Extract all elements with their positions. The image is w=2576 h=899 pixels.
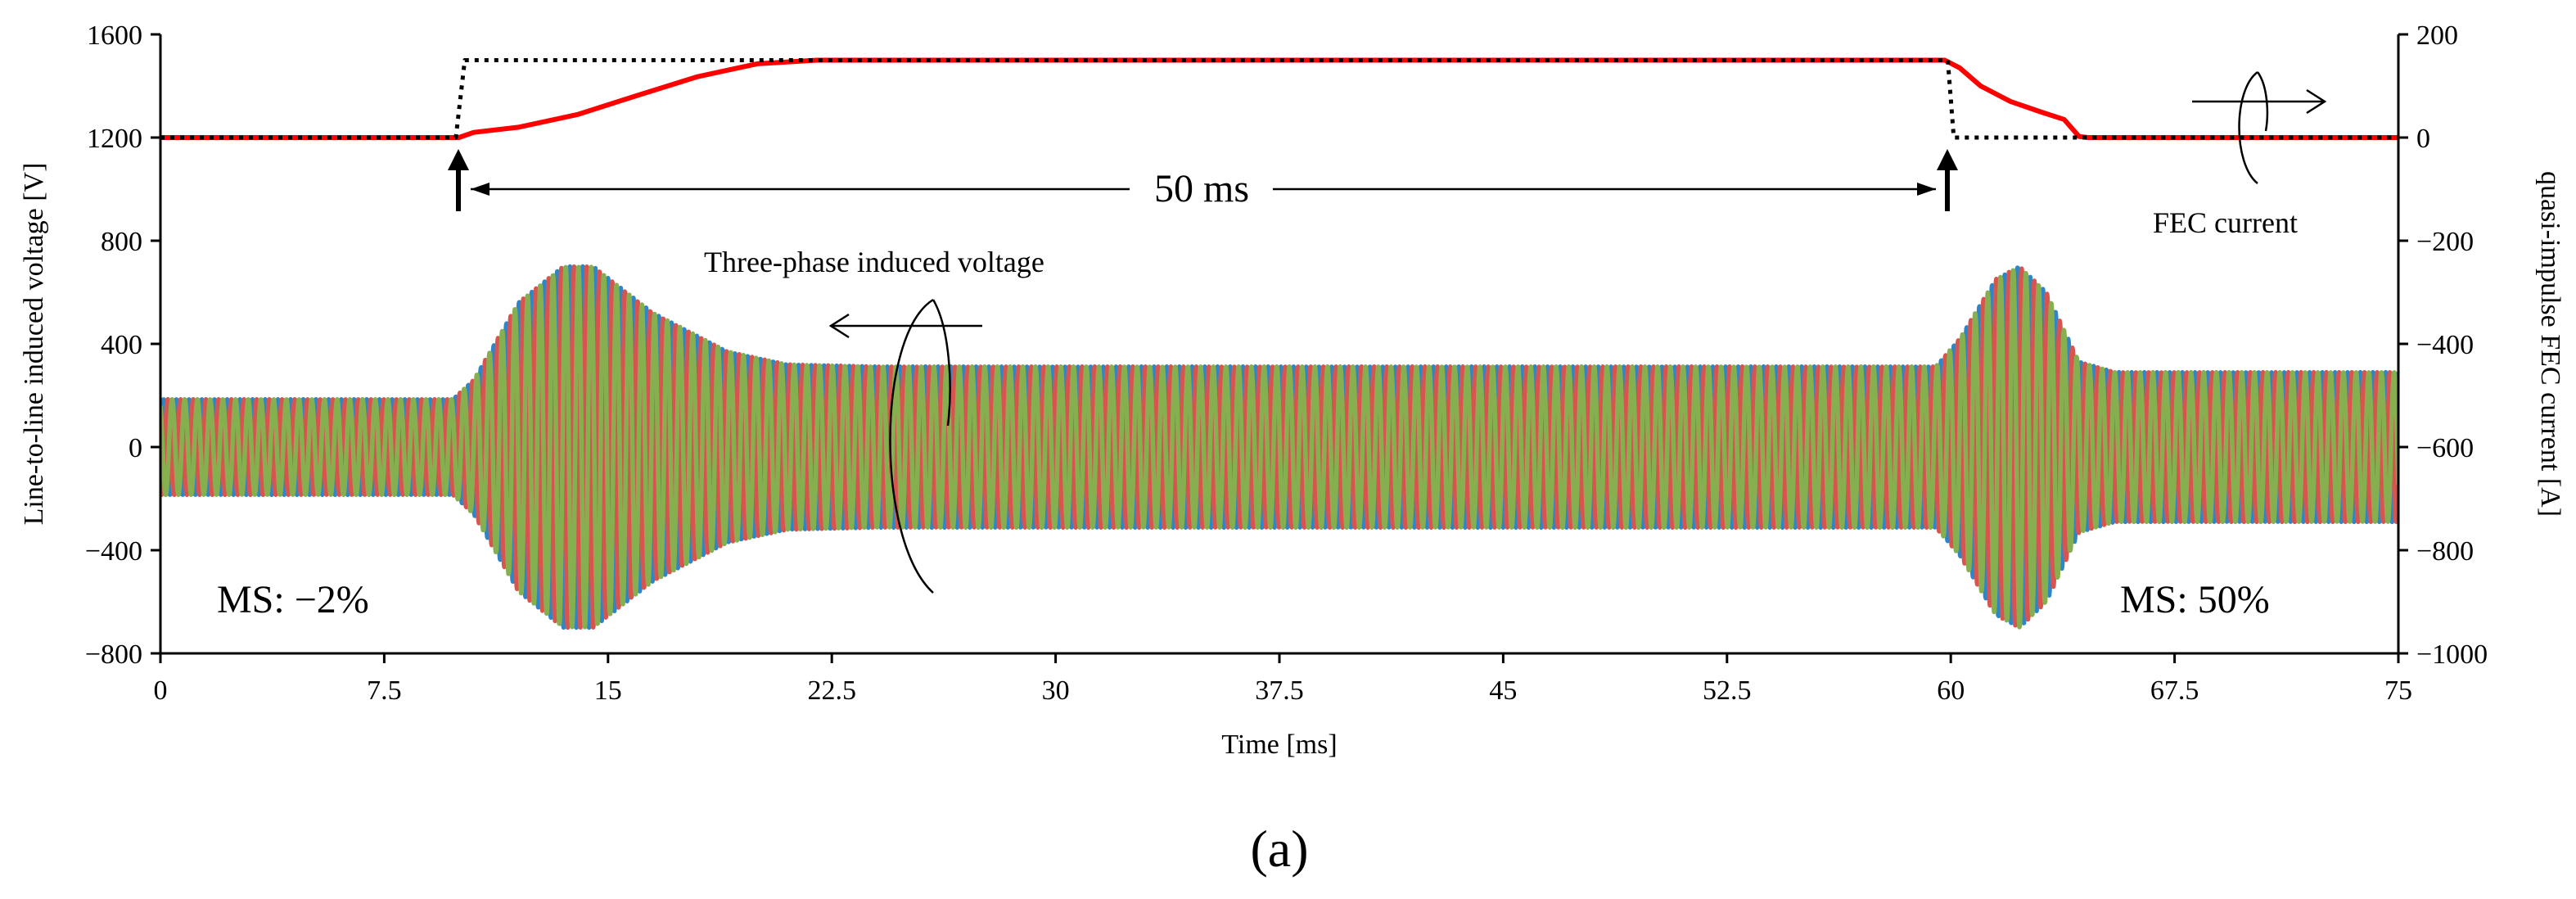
y-right-tick-label: 200 — [2416, 20, 2458, 51]
fec-current-pointer-head — [2306, 88, 2327, 115]
y-right-tick-label: −400 — [2416, 330, 2474, 360]
voltage-pointer-head — [828, 313, 850, 339]
x-tick-label: 75 — [2384, 675, 2412, 706]
duration-arrowhead-left — [471, 183, 489, 196]
y-right-tick-label: −600 — [2416, 433, 2474, 463]
start-arrow-head — [448, 149, 469, 170]
duration-arrowhead-right — [1917, 183, 1936, 196]
annotations: 50 ms FEC current Three-phase induced vo… — [217, 70, 2327, 621]
duration-label: 50 ms — [1154, 167, 1249, 210]
ms-left-label: MS: −2% — [217, 578, 369, 621]
y-left-tick-label: 0 — [129, 433, 142, 463]
fec-current-reference-line — [160, 58, 2398, 140]
voltage-ellipse-back — [932, 299, 951, 427]
x-ticks: 0 7.5 15 22.5 30 37.5 45 52.5 60 67.5 75 — [154, 653, 2412, 706]
y-left-tick-label: 400 — [101, 330, 142, 360]
x-tick-label: 60 — [1937, 675, 1965, 706]
fec-current-ellipse-back — [2256, 71, 2269, 132]
voltage-traces — [160, 264, 2398, 630]
y-right-tick-label: −200 — [2416, 227, 2474, 257]
fec-current-label: FEC current — [2153, 206, 2298, 239]
x-tick-label: 7.5 — [367, 675, 402, 706]
x-tick-label: 0 — [154, 675, 168, 706]
voltage-series-2 — [160, 264, 2398, 630]
x-tick-label: 22.5 — [807, 675, 856, 706]
y-left-tick-label: 1200 — [87, 124, 142, 154]
y-right-ticks: −1000 −800 −600 −400 −200 0 200 — [2398, 20, 2488, 670]
x-tick-label: 15 — [594, 675, 622, 706]
x-axis-title: Time [ms] — [1221, 730, 1337, 760]
x-tick-label: 67.5 — [2150, 675, 2199, 706]
x-tick-label: 45 — [1489, 675, 1517, 706]
panel-label: (a) — [1250, 820, 1308, 878]
current-traces — [160, 57, 2398, 140]
y-left-tick-label: 1600 — [87, 20, 142, 51]
y-left-tick-label: 800 — [101, 227, 142, 257]
x-tick-label: 30 — [1042, 675, 1070, 706]
fec-current-measured-line — [160, 57, 2398, 140]
three-phase-label: Three-phase induced voltage — [704, 246, 1044, 278]
end-arrow-head — [1937, 149, 1958, 170]
y-left-tick-label: −800 — [85, 639, 142, 670]
y-right-tick-label: −1000 — [2416, 639, 2488, 670]
voltage-series-3 — [160, 264, 2398, 630]
plot-area — [160, 57, 2398, 630]
ms-right-label: MS: 50% — [2120, 578, 2270, 621]
x-tick-label: 37.5 — [1255, 675, 1304, 706]
y-right-tick-label: 0 — [2416, 124, 2430, 154]
y-right-tick-label: −800 — [2416, 536, 2474, 567]
x-tick-label: 52.5 — [1703, 675, 1752, 706]
y-left-axis-title: Line-to-line induced voltage [V] — [19, 163, 49, 526]
y-left-ticks: −800 −400 0 400 800 1200 1600 — [85, 20, 160, 670]
y-right-axis-title: quasi-impulse FEC current [A] — [2535, 171, 2565, 517]
fec-current-ellipse — [2238, 70, 2258, 184]
y-left-tick-label: −400 — [85, 536, 142, 567]
voltage-ellipse — [889, 298, 934, 594]
